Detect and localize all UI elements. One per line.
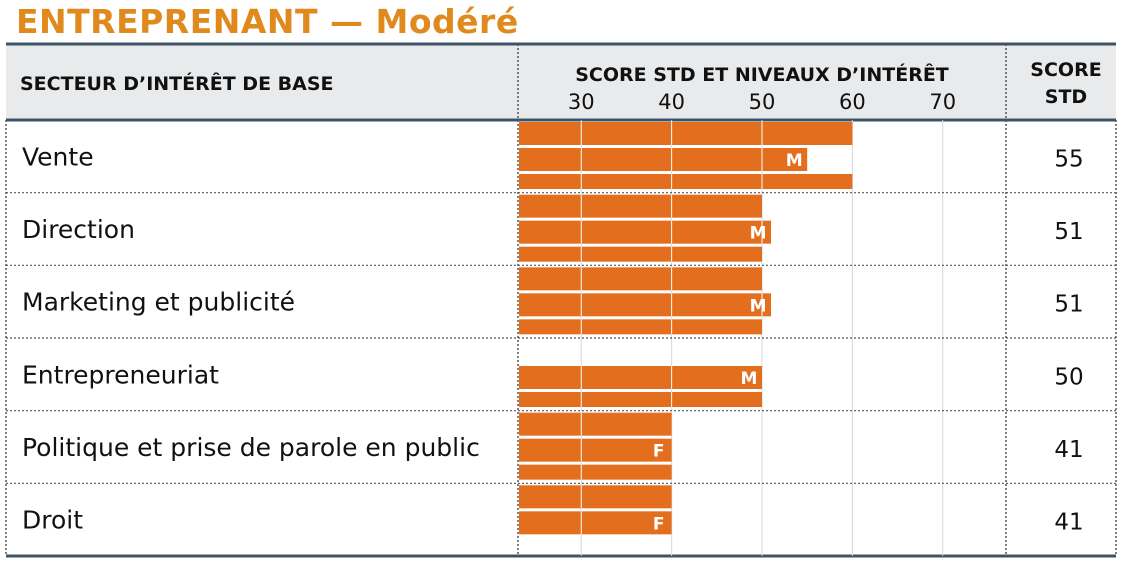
female-bar — [519, 485, 672, 509]
male-bar — [519, 246, 762, 262]
score-marker: F — [653, 442, 665, 462]
row-score: 50 — [1054, 364, 1083, 390]
chart-row: Entrepreneuriat 50 M — [6, 337, 1116, 407]
score-column-header-line1: SCORE — [1030, 59, 1101, 81]
row-score: 41 — [1054, 510, 1083, 536]
row-label: Marketing et publicité — [22, 288, 295, 317]
score-column-header-line2: STD — [1045, 86, 1087, 108]
male-bar — [519, 319, 762, 335]
row-score: 51 — [1054, 219, 1083, 245]
combined-bar — [519, 366, 762, 389]
tick-label: 70 — [929, 90, 956, 114]
row-label: Entrepreneuriat — [22, 360, 219, 389]
female-bar — [519, 412, 672, 436]
row-label: Direction — [22, 215, 135, 244]
chart-row: Direction 51 M — [6, 192, 1116, 262]
chart-title: ENTREPRENANT — Modéré — [16, 2, 519, 41]
combined-bar — [519, 438, 672, 462]
row-label: Politique et prise de parole en public — [22, 433, 480, 462]
score-marker: M — [750, 224, 767, 244]
chart-row: Droit 41 F — [6, 482, 1116, 536]
tick-label: 40 — [658, 90, 685, 114]
chart-row: Politique et prise de parole en public 41… — [6, 410, 1116, 480]
score-marker: F — [653, 514, 665, 534]
score-marker: M — [786, 151, 803, 171]
row-label: Vente — [22, 142, 94, 171]
combined-bar — [519, 293, 772, 317]
row-score: 51 — [1054, 292, 1083, 318]
male-bar — [519, 392, 762, 407]
scale-column-header: SCORE STD ET NIVEAUX D’INTÉRÊT — [575, 63, 949, 86]
tick-label: 30 — [568, 90, 595, 114]
combined-bar — [519, 148, 808, 171]
header-background — [6, 44, 1116, 120]
combined-bar — [519, 511, 672, 535]
chart-row: Vente 55 M — [22, 122, 1084, 189]
tick-label: 50 — [749, 90, 776, 114]
row-score: 55 — [1054, 146, 1083, 172]
female-bar — [519, 267, 762, 291]
male-bar — [519, 464, 672, 480]
score-marker: M — [750, 296, 767, 316]
sector-column-header: SECTEUR D’INTÉRÊT DE BASE — [20, 72, 334, 95]
chart-row: Marketing et publicité 51 M — [6, 264, 1116, 335]
score-marker: M — [741, 369, 758, 389]
row-label: Droit — [22, 506, 83, 535]
combined-bar — [519, 220, 772, 244]
female-bar — [519, 194, 762, 218]
row-score: 41 — [1054, 437, 1083, 463]
tick-label: 60 — [839, 90, 866, 114]
female-bar — [519, 122, 853, 145]
male-bar — [519, 174, 853, 189]
